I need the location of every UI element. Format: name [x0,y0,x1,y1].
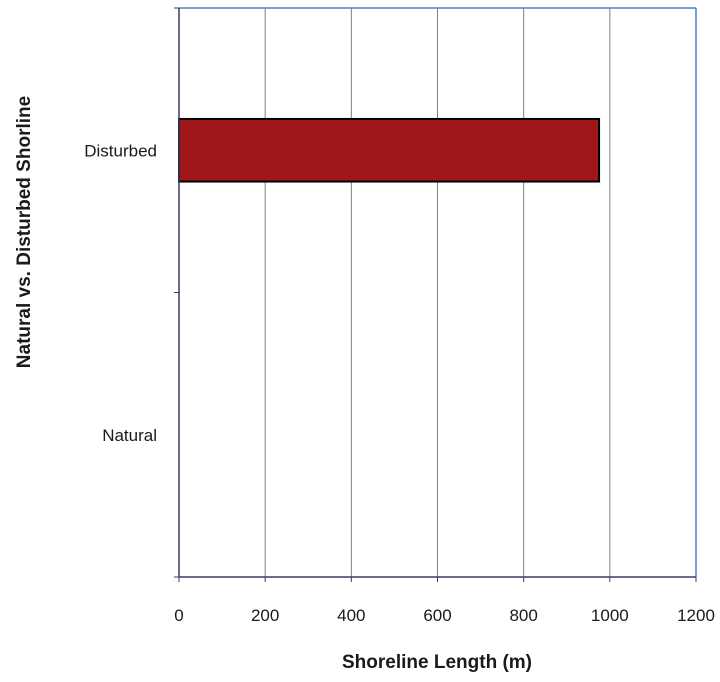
y-tick-label: Disturbed [84,141,157,160]
x-tick-label: 1000 [591,606,629,625]
y-axis-title: Natural vs. Disturbed Shorline [14,96,35,368]
bar-disturbed [178,117,601,183]
grid-lines [264,8,611,577]
y-tick-label: Natural [102,426,157,445]
bars [178,117,601,183]
x-tick-label: 200 [251,606,279,625]
tick-labels: Natural Disturbed 0 200 400 600 800 1000 1200 [84,141,715,625]
x-axis-title: Shoreline Length (m) [342,652,532,673]
x-tick-label: 400 [337,606,365,625]
axes [174,7,697,582]
x-tick-label: 0 [174,606,183,625]
x-tick-label: 600 [423,606,451,625]
x-tick-label: 1200 [677,606,715,625]
x-tick-label: 800 [509,606,537,625]
